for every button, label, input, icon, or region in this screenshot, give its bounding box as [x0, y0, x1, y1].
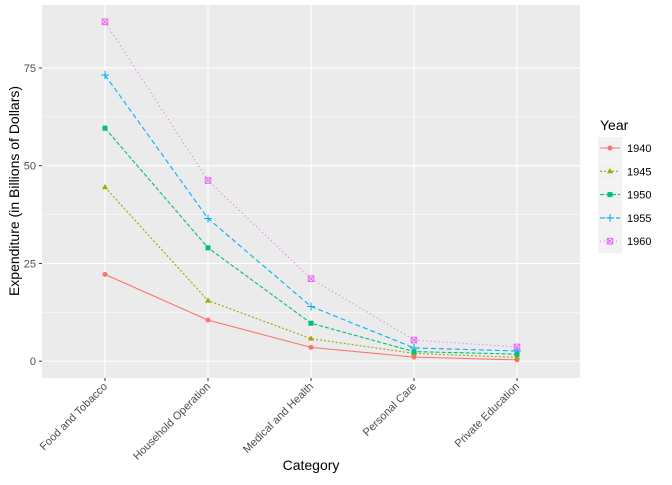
point-circle	[308, 344, 314, 350]
point-square	[102, 125, 108, 131]
x-tick-label: Personal Care	[361, 381, 419, 439]
point-plus	[204, 214, 212, 223]
point-square-cross	[204, 177, 212, 184]
legend-title: Year	[600, 117, 629, 133]
point-plus	[307, 302, 315, 311]
legend-label: 1945	[627, 166, 651, 178]
point-square-cross	[606, 237, 614, 245]
point-triangle	[205, 297, 211, 303]
x-tick-label: Private Education	[453, 381, 522, 450]
point-circle	[205, 317, 211, 323]
point-plus	[513, 347, 521, 356]
point-triangle	[102, 183, 108, 190]
x-axis-title: Category	[283, 457, 340, 473]
legend-label: 1960	[627, 236, 651, 248]
point-plus	[410, 343, 418, 352]
point-circle	[607, 145, 613, 151]
y-tick-label: 75	[24, 63, 36, 75]
y-tick-label: 50	[24, 161, 36, 173]
point-triangle	[308, 335, 314, 341]
point-triangle	[514, 354, 520, 360]
point-square	[308, 320, 314, 326]
point-triangle	[607, 168, 613, 174]
y-tick-label: 25	[24, 258, 36, 270]
point-plus	[101, 70, 109, 79]
legend-label: 1950	[627, 190, 651, 202]
x-tick-label: Medical and Health	[241, 381, 316, 456]
point-square-cross	[307, 275, 315, 282]
point-square-cross	[513, 343, 521, 351]
y-tick-label: 0	[30, 356, 36, 368]
x-tick-label: Household Operation	[131, 381, 213, 463]
point-circle	[411, 354, 417, 360]
legend-label: 1940	[627, 143, 651, 155]
point-square	[607, 192, 613, 198]
point-square-cross	[101, 18, 109, 26]
legend-label: 1955	[627, 213, 651, 225]
point-plus	[606, 213, 614, 222]
point-circle	[102, 271, 108, 277]
point-square-cross	[410, 336, 418, 344]
series-line-1945	[104, 186, 518, 358]
point-square	[205, 245, 211, 251]
y-axis-title: Expenditure (in Billions of Dollars)	[6, 86, 22, 296]
x-tick-label: Food and Tobacco	[38, 381, 110, 453]
